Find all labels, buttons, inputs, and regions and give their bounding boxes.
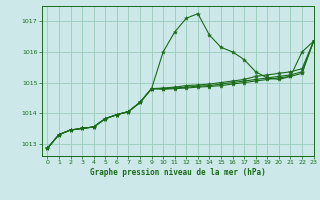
X-axis label: Graphe pression niveau de la mer (hPa): Graphe pression niveau de la mer (hPa) <box>90 168 266 177</box>
